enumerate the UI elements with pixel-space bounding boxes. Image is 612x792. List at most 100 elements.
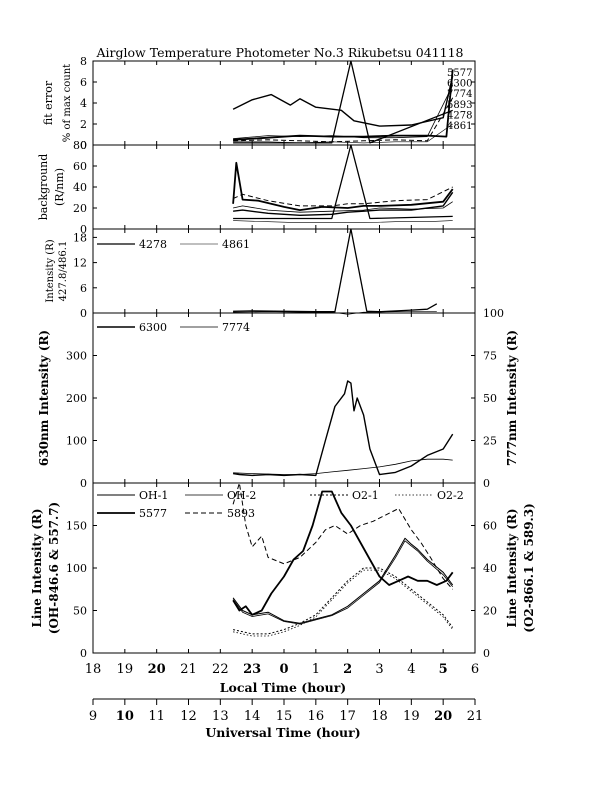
universal-time-tick-label: 11 [148,709,165,724]
universal-time-tick-label: 13 [212,709,229,724]
universal-time-tick-label: 15 [276,709,293,724]
panel-fit-error-frame [92,60,476,146]
y2-tick-label-red_lines: 75 [483,350,497,363]
series-line_intensity-5893 [232,482,454,590]
universal-time-tick-label: 19 [403,709,420,724]
y-tick-label-blue_lines: 12 [73,257,87,270]
series-red_lines-6300 [233,380,454,477]
legend-fit-error-4861: 4861 [447,121,472,132]
y-tick-label-background: 0 [80,223,87,236]
y-tick-label-red_lines: 200 [66,392,87,405]
series-blue_lines-4278 [233,228,438,313]
series-background-5577 [232,161,454,212]
y-tick-label-blue_lines: 0 [80,307,87,320]
series-fit_error-4278 [233,60,453,144]
local-time-tick-label: 23 [243,662,261,677]
local-time-tick-label: 4 [407,662,415,677]
blue-intensity-label-1: Intensity (R) [45,239,56,302]
background-label-1: background [37,154,50,221]
series-line_intensity-5577 [232,490,454,616]
axis-ticks: 0246802040608006121801002003000255075100… [66,55,504,724]
y-tick-label-background: 80 [73,139,87,152]
series-background-4861 [233,220,453,223]
legend-fit-error-7774: 7774 [447,89,472,100]
y-tick-label-blue_lines: 18 [73,231,87,244]
series-line_intensity-O2-2 [233,569,454,637]
y-tick-label-background: 40 [73,181,87,194]
y-tick-label-blue_lines: 6 [80,282,87,295]
universal-time-tick-label: 14 [244,709,261,724]
y-tick-label-line_intensity: 50 [73,605,87,618]
series-red_lines-7774 [233,458,453,475]
y2-tick-label-red_lines: 0 [483,477,490,490]
y-tick-label-fit_error: 4 [80,97,87,110]
y2-tick-label-red_lines: 100 [483,307,504,320]
y2-tick-label-line_intensity: 40 [483,562,497,575]
legend-label-red-6300: 6300 [139,321,167,334]
background-label-2: (R/nm) [53,168,66,206]
legend-label-line-5893: 5893 [227,507,255,520]
legend-fit-error-5893: 5893 [447,100,472,111]
legend-label-red-7774: 7774 [222,321,250,334]
y2-tick-label-red_lines: 25 [483,435,497,448]
legend-label-line-5577: 5577 [139,507,167,520]
y-tick-label-fit_error: 2 [80,118,87,131]
y-tick-label-red_lines: 300 [66,350,87,363]
local-time-tick-label: 5 [439,662,448,677]
universal-time-axis-label: Universal Time (hour) [205,725,360,740]
y2-tick-label-line_intensity: 20 [483,605,497,618]
series-fit_error-4861 [233,123,453,144]
y-tick-label-line_intensity: 100 [66,562,87,575]
panel-background-frame [92,144,476,230]
y-tick-label-line_intensity: 0 [80,647,87,660]
legend-fit-error-4278: 4278 [447,110,472,121]
y-tick-label-background: 20 [73,202,87,215]
local-time-tick-label: 20 [148,662,166,677]
y2-tick-label-line_intensity: 60 [483,520,497,533]
legend-label-blue-4861: 4861 [222,238,250,251]
universal-time-tick-label: 16 [308,709,325,724]
fit-error-label-2: % of max count [62,64,73,142]
series-fit_error-5577 [233,69,454,141]
series-fit_error-7774 [233,85,454,140]
universal-time-tick-label: 21 [467,709,484,724]
series-line_intensity-O2-1 [232,567,454,635]
series-fit_error-5893 [233,97,454,143]
legend-label-line-OH-1: OH-1 [139,489,168,502]
local-time-tick-label: 0 [279,662,288,677]
local-time-tick-label: 6 [471,662,479,677]
universal-time-tick-label: 18 [371,709,388,724]
universal-time-tick-label: 12 [180,709,197,724]
legend-label-line-OH-2: OH-2 [227,489,256,502]
y-tick-label-fit_error: 0 [80,139,87,152]
series-blue_lines-4861 [233,311,437,315]
series-background-5893 [232,186,453,207]
line-intensity-left-label-2: (OH-846.6 & 557.7) [47,502,61,634]
figure-title: Airglow Temperature Photometer No.3 Riku… [96,45,464,60]
legend-label-line-O2-1: O2-1 [352,489,379,502]
y-tick-label-red_lines: 100 [66,435,87,448]
fit-error-label-1: fit error [42,80,55,125]
series-fit_error-6300 [232,75,454,127]
y2-tick-label-line_intensity: 0 [483,647,490,660]
local-time-tick-label: 3 [375,662,383,677]
series-layer [232,60,454,637]
y-tick-label-fit_error: 6 [80,76,87,89]
series-background-4278 [233,144,453,220]
local-time-tick-label: 2 [343,662,352,677]
local-time-tick-label: 19 [117,662,134,677]
red-intensity-left-label: 630nm Intensity (R) [37,330,51,466]
legend-fit-error-6300: 6300 [447,79,472,90]
local-time-axis-label: Local Time (hour) [220,680,346,695]
legend-label-blue-4278: 4278 [139,238,167,251]
series-background-7774 [233,201,453,213]
blue-intensity-label-2: 427.8/486.1 [58,241,69,302]
local-time-tick-label: 21 [180,662,197,677]
legend-label-line-O2-2: O2-2 [437,489,464,502]
y-tick-label-red_lines: 0 [80,477,87,490]
universal-time-tick-label: 10 [116,709,134,724]
line-intensity-right-label-2: (O2-866.1 & 589.3) [522,503,536,632]
local-time-tick-label: 1 [312,662,320,677]
